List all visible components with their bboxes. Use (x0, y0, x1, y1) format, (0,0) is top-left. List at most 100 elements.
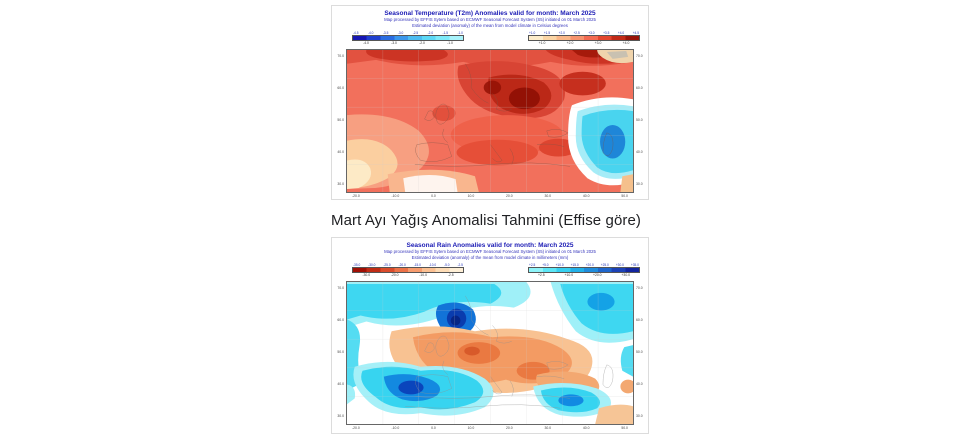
temperature-anomaly-map-graphic (347, 49, 633, 192)
latitude-label: 70.0 (636, 53, 643, 58)
coastlines (414, 63, 614, 167)
rain-map-subtitle-2: Estimated deviation (anomaly) of the mea… (411, 255, 569, 261)
rain-map-frame (346, 280, 634, 425)
colorbar-label: +4.0 (622, 40, 630, 45)
longitude-label: -20.0 (352, 193, 360, 198)
temperature-colorbar-positive-scale (528, 34, 640, 41)
latitude-label: 30.0 (636, 182, 643, 187)
colorbar-tick: -30.0 (368, 262, 376, 267)
rain-map-figure: Seasonal Rain Anomalies valid for month:… (331, 237, 649, 434)
longitude-label: 20.0 (506, 425, 513, 430)
rain-map-subtitle-1: Map processed by EFFIS Sytem based on EC… (384, 249, 596, 255)
colorbar-label: -10.0 (419, 272, 428, 277)
rain-colorbar-positive: +2.5 +5.0 +10.0 +15.0 +20.0 +25.0 +30.0 +35.0 +… (528, 263, 640, 279)
colorbar-label: -20.0 (390, 272, 399, 277)
latitude-label: 50.0 (636, 349, 643, 354)
temperature-colorbar-negative-scale (352, 34, 464, 41)
temperature-map-subtitle-2: Estimated deviation (anomaly) of the mea… (412, 23, 568, 29)
rain-anomaly-map-graphic (347, 281, 633, 424)
rain-colorbar-negative-scale (352, 266, 464, 273)
rain-colorbar: -35.0 -30.0 -25.0 -20.0 -15.0 -10.0 -5.0 -2.5 -… (332, 263, 648, 279)
colorbar-label: +10.0 (564, 272, 574, 277)
longitude-label: 20.0 (506, 193, 513, 198)
colorbar-tick: +2.5 (529, 262, 536, 267)
article-content: Seasonal Temperature (T2m) Anomalies val… (331, 0, 651, 434)
rain-map-area: 70.0 60.0 50.0 40.0 30.0 (332, 280, 648, 433)
colorbar-label: +2.5 (537, 272, 545, 277)
longitude-label: 10.0 (467, 193, 475, 198)
rain-colorbar-negative: -35.0 -30.0 -25.0 -20.0 -15.0 -10.0 -5.0 -2.5 -… (352, 263, 464, 279)
colorbar-label: +2.0 (566, 40, 574, 45)
latitude-label: 60.0 (337, 85, 344, 90)
colorbar-tick: -5.0 (444, 262, 450, 267)
longitude-label: -20.0 (352, 425, 360, 430)
colorbar-tick: -2.0 (427, 30, 434, 35)
longitude-label: 30.0 (544, 425, 552, 430)
longitude-label: -10.0 (391, 425, 400, 430)
latitude-label: 50.0 (337, 117, 344, 122)
grid-lines (347, 49, 633, 192)
colorbar-tick: -4.0 (367, 30, 374, 35)
longitude-label: 50.0 (621, 425, 628, 430)
longitude-label: 0.0 (431, 193, 436, 198)
latitude-label: 40.0 (636, 382, 643, 387)
latitude-label: 50.0 (337, 349, 344, 354)
colorbar-tick: -2.5 (457, 262, 463, 267)
latitude-label: 70.0 (337, 53, 344, 58)
colorbar-label: -2.5 (447, 272, 454, 277)
longitude-label: 40.0 (582, 425, 590, 430)
temperature-colorbar-positive: +1.0 +1.5 +2.0 +2.5 +3.0 +3.5 +4.0 +4.5 +1.0 +2.… (528, 31, 640, 47)
temperature-colorbar-negative: -4.5 -4.0 -3.5 -3.0 -2.5 -2.0 -1.5 -1.0 -4.0 -3.… (352, 31, 464, 47)
longitude-label: 10.0 (467, 425, 475, 430)
colorbar-tick: +15.0 (570, 262, 579, 267)
colorbar-tick: -4.5 (353, 30, 359, 35)
section-heading: Mart Ayı Yağış Anomalisi Tahmini (Effise… (331, 212, 642, 229)
colorbar-tick: +4.0 (617, 30, 625, 35)
colorbar-label: -3.0 (391, 40, 397, 45)
temperature-map-subtitle-1: Map processed by EFFIS Sytem based on EC… (384, 17, 596, 23)
colorbar-tick: +10.0 (555, 262, 564, 267)
colorbar-label: +1.0 (538, 40, 546, 45)
colorbar-tick: +20.0 (585, 262, 594, 267)
colorbar-tick: +2.0 (558, 30, 565, 35)
colorbar-tick: +35.0 (630, 262, 639, 267)
longitude-label: 50.0 (621, 193, 628, 198)
colorbar-label: +30.0 (621, 272, 631, 277)
rain-map-title: Seasonal Rain Anomalies valid for month:… (406, 242, 574, 249)
colorbar-tick: +25.0 (600, 262, 609, 267)
latitude-label: 30.0 (337, 414, 344, 419)
colorbar-tick: +3.0 (588, 30, 595, 35)
colorbar-tick: -2.5 (412, 30, 419, 35)
latitude-label: 70.0 (636, 285, 643, 290)
colorbar-tick: -20.0 (398, 262, 406, 267)
longitude-label: -10.0 (391, 193, 400, 198)
latitude-label: 30.0 (337, 182, 344, 187)
colorbar-tick: +1.0 (529, 30, 536, 35)
colorbar-tick: -10.0 (428, 262, 437, 267)
colorbar-tick: +2.5 (573, 30, 580, 35)
latitude-label: 60.0 (636, 317, 643, 322)
latitude-label: 50.0 (636, 117, 643, 122)
temperature-map-frame (346, 48, 634, 193)
latitude-label: 40.0 (636, 150, 643, 155)
latitude-label: 40.0 (337, 382, 344, 387)
temperature-map-figure: Seasonal Temperature (T2m) Anomalies val… (331, 5, 649, 200)
colorbar-tick: +4.5 (632, 30, 639, 35)
colorbar-tick: -15.0 (413, 262, 421, 267)
colorbar-tick: +30.0 (615, 262, 624, 267)
colorbar-label: -4.0 (363, 40, 369, 45)
colorbar-tick: +3.5 (603, 30, 610, 35)
colorbar-label: -2.0 (419, 40, 425, 45)
colorbar-label: +20.0 (592, 272, 602, 277)
rain-colorbar-positive-scale (528, 266, 640, 273)
longitude-label: 30.0 (544, 193, 552, 198)
colorbar-tick: +5.0 (542, 262, 549, 267)
latitude-label: 60.0 (636, 85, 643, 90)
temperature-map-area: 70.0 60.0 50.0 40.0 30.0 (332, 48, 648, 201)
colorbar-tick: -1.5 (442, 30, 449, 35)
colorbar-label: -30.0 (362, 272, 371, 277)
colorbar-tick: -3.5 (382, 30, 389, 35)
colorbar-tick: -35.0 (353, 262, 361, 267)
colorbar-tick: -3.0 (397, 30, 404, 35)
longitude-label: 40.0 (582, 193, 590, 198)
